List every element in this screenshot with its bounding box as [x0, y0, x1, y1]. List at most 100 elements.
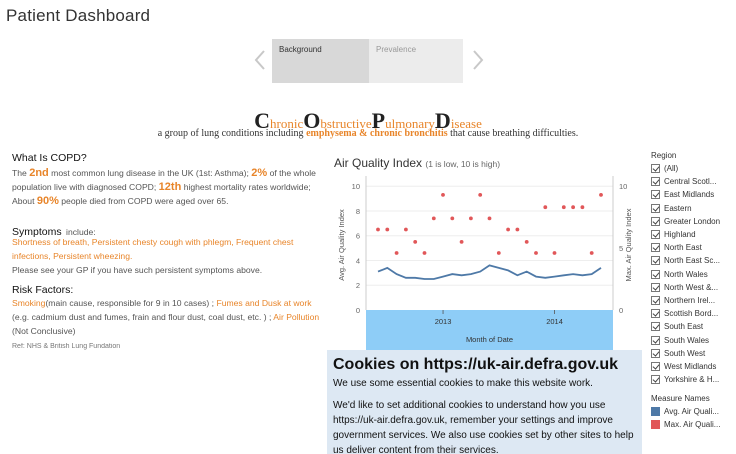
- checkbox-icon[interactable]: [651, 335, 660, 345]
- max-air-quality-point: [552, 251, 557, 255]
- symptoms-text: Shortness of breath, Persistent chesty c…: [12, 237, 294, 275]
- cookie-heading: Cookies on https://uk-air.defra.gov.uk: [333, 356, 619, 373]
- region-label: East Midlands: [664, 190, 715, 200]
- checkbox-icon[interactable]: [651, 216, 660, 226]
- region-checkbox-item[interactable]: South East: [651, 320, 720, 333]
- y-left-tick-label: 8: [356, 207, 360, 216]
- cookie-banner: Cookies on https://uk-air.defra.gov.uk W…: [327, 350, 642, 454]
- region-label: North East: [664, 243, 702, 253]
- what-is-copd-heading: What Is COPD?: [12, 152, 87, 164]
- next-arrow-icon[interactable]: [466, 48, 488, 72]
- y-left-axis-title: Avg. Air Quality Index: [337, 209, 346, 281]
- region-label: Northern Irel...: [664, 295, 716, 305]
- x-tick-label: 2013: [435, 317, 452, 326]
- max-air-quality-point: [422, 251, 427, 255]
- checkbox-icon[interactable]: [651, 177, 660, 187]
- region-checkbox-item[interactable]: South Wales: [651, 333, 720, 346]
- max-air-quality-point: [450, 216, 455, 221]
- tab-background[interactable]: Background: [272, 39, 369, 83]
- risk-factors-heading: Risk Factors:: [12, 284, 74, 296]
- region-checkbox-item[interactable]: North Wales: [651, 268, 720, 281]
- checkbox-icon[interactable]: [651, 282, 660, 292]
- max-air-quality-point: [571, 205, 575, 210]
- cookie-text-additional: We'd like to set additional cookies to u…: [333, 400, 634, 454]
- y-left-tick-label: 6: [356, 232, 360, 241]
- region-checkbox-item[interactable]: North East: [651, 241, 720, 254]
- y-left-tick-label: 2: [356, 281, 360, 290]
- prev-arrow-icon[interactable]: [250, 48, 272, 72]
- max-air-quality-point: [506, 227, 510, 232]
- max-air-quality-point: [589, 251, 594, 255]
- region-checkbox-item[interactable]: West Midlands: [651, 360, 720, 373]
- region-checkbox-item[interactable]: (All): [651, 162, 720, 175]
- tab-prevalence[interactable]: Prevalence: [369, 39, 463, 83]
- x-axis-title: Month of Date: [466, 335, 513, 344]
- region-label: Central Scotl...: [664, 177, 717, 187]
- region-label: Eastern: [664, 203, 692, 213]
- region-checkbox-item[interactable]: North East Sc...: [651, 254, 720, 267]
- checkbox-icon[interactable]: [651, 309, 660, 319]
- region-label: Greater London: [664, 216, 721, 226]
- max-air-quality-point: [561, 205, 566, 210]
- measure-legend-item[interactable]: Max. Air Quali...: [651, 418, 720, 431]
- region-filter-title: Region: [651, 151, 677, 160]
- region-label: North West &...: [664, 282, 719, 292]
- y-right-tick-label: 10: [619, 182, 627, 191]
- max-air-quality-point: [431, 216, 436, 221]
- measure-label: Max. Air Quali...: [664, 420, 721, 430]
- max-air-quality-point: [599, 193, 603, 197]
- measure-names-title: Measure Names: [651, 394, 710, 404]
- cookie-text-essential: We use some essential cookies to make th…: [333, 378, 593, 389]
- checkbox-icon[interactable]: [651, 190, 660, 200]
- region-label: North Wales: [664, 269, 708, 279]
- checkbox-icon[interactable]: [651, 256, 660, 266]
- y-left-tick-label: 4: [356, 256, 360, 265]
- max-air-quality-point: [441, 193, 445, 197]
- max-air-quality-point: [543, 205, 548, 210]
- copd-subtitle: a group of lung conditions including emp…: [157, 128, 579, 139]
- region-checkbox-item[interactable]: South West: [651, 347, 720, 360]
- checkbox-icon[interactable]: [651, 269, 660, 279]
- region-label: North East Sc...: [664, 256, 721, 266]
- region-label: Yorkshire & H...: [664, 375, 720, 385]
- region-checkbox-item[interactable]: Highland: [651, 228, 720, 241]
- color-swatch: [651, 407, 660, 417]
- region-checkbox-item[interactable]: Greater London: [651, 215, 720, 228]
- what-is-copd-text: The 2nd most common lung disease in the …: [12, 167, 316, 207]
- checkbox-icon[interactable]: [651, 243, 660, 253]
- region-checkbox-item[interactable]: Eastern: [651, 202, 720, 215]
- max-air-quality-point: [580, 205, 585, 210]
- max-air-quality-point: [478, 193, 483, 197]
- copd-heading: ChronicObstructivePulmonaryDisease: [254, 108, 482, 133]
- max-air-quality-point: [487, 216, 492, 221]
- y-right-tick-label: 0: [619, 306, 623, 315]
- max-air-quality-point: [459, 240, 464, 244]
- risk-factors-text: Smoking(main cause, responsible for 9 in…: [12, 298, 320, 336]
- region-checkbox-item[interactable]: North West &...: [651, 281, 720, 294]
- max-air-quality-point: [524, 240, 529, 244]
- y-left-tick-label: 0: [356, 306, 360, 315]
- reference-text: Ref: NHS & British Lung Fundation: [12, 343, 121, 350]
- region-checkbox-item[interactable]: East Midlands: [651, 188, 720, 201]
- checkbox-icon[interactable]: [651, 164, 660, 174]
- region-label: Scottish Bord...: [664, 309, 719, 319]
- checkbox-icon[interactable]: [651, 322, 660, 332]
- max-air-quality-point: [496, 251, 501, 255]
- checkbox-icon[interactable]: [651, 230, 660, 240]
- checkbox-icon[interactable]: [651, 348, 660, 358]
- checkbox-icon[interactable]: [651, 375, 660, 385]
- air-quality-chart[interactable]: 0 2 4 6 8 10 0 5 10 Avg. Air Quality Index Max. Ai…: [330, 170, 635, 350]
- checkbox-icon[interactable]: [651, 203, 660, 213]
- region-checkbox-item[interactable]: Central Scotl...: [651, 175, 720, 188]
- y-left-tick-label: 10: [352, 182, 360, 191]
- region-checkbox-item[interactable]: Yorkshire & H...: [651, 373, 720, 386]
- y-right-axis-title: Max. Air Quality Index: [624, 208, 633, 281]
- x-tick-label: 2014: [546, 317, 563, 326]
- region-checkbox-item[interactable]: Scottish Bord...: [651, 307, 720, 320]
- checkbox-icon[interactable]: [651, 295, 660, 305]
- checkbox-icon[interactable]: [651, 361, 660, 371]
- region-checkbox-item[interactable]: Northern Irel...: [651, 294, 720, 307]
- air-quality-title: Air Quality Index (1 is low, 10 is high): [334, 156, 501, 170]
- measure-legend-item[interactable]: Avg. Air Quali...: [651, 405, 720, 418]
- max-air-quality-point: [376, 227, 380, 232]
